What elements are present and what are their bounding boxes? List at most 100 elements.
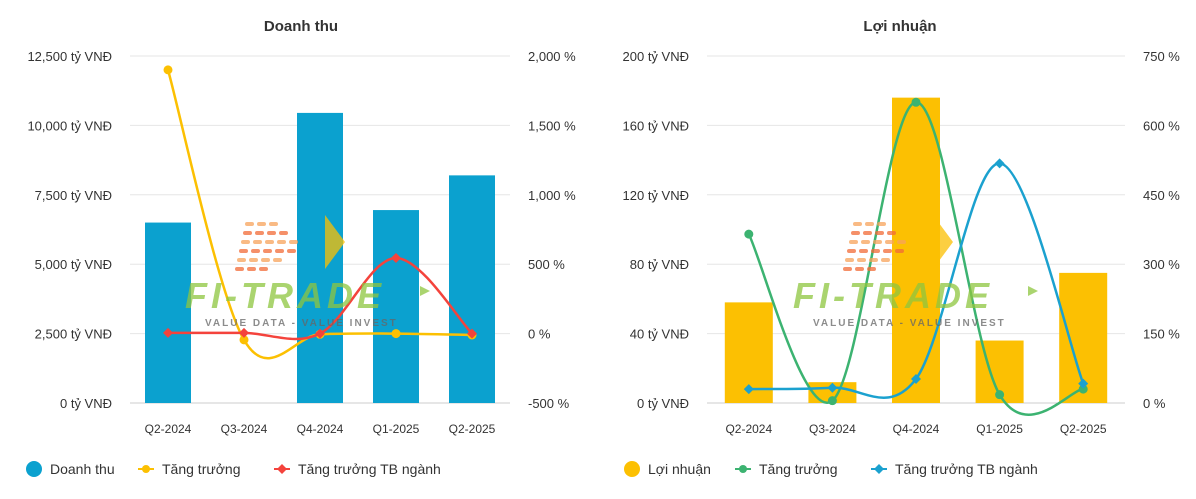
chart2-watermark-stripe bbox=[895, 249, 904, 253]
chart1-y-left-tick: 5,000 tỷ VNĐ bbox=[35, 257, 112, 272]
chart1-watermark-stripe bbox=[261, 258, 270, 262]
chart2-legend-circle-icon bbox=[739, 465, 747, 473]
chart1-line-series-1[interactable] bbox=[166, 69, 473, 360]
chart2-y-left-tick: 80 tỷ VNĐ bbox=[630, 257, 689, 272]
chart1-watermark-stripe bbox=[245, 222, 254, 226]
chart2-line-point[interactable] bbox=[1078, 384, 1088, 394]
chart1-line-point[interactable] bbox=[391, 329, 401, 339]
chart2-legend-line-label: Tăng trưởng TB ngành bbox=[895, 461, 1038, 477]
chart1-watermark-brand: FI-TRADE bbox=[185, 275, 385, 316]
chart2-watermark-chevron-icon bbox=[933, 215, 953, 269]
chart2-watermark-stripe bbox=[849, 240, 858, 244]
chart1-line-point[interactable] bbox=[391, 252, 401, 263]
chart2-legend-bar-label: Lợi nhuận bbox=[648, 461, 711, 477]
chart2-y-right-tick: 600 % bbox=[1143, 118, 1180, 133]
chart1-watermark-stripe bbox=[279, 231, 288, 235]
chart1-x-tick: Q1-2025 bbox=[373, 422, 420, 436]
chart1-watermark-stripe bbox=[243, 231, 252, 235]
chart2-x-tick: Q2-2024 bbox=[725, 422, 772, 436]
chart2-y-right-tick: 750 % bbox=[1143, 49, 1180, 64]
chart1-watermark-tagline: VALUE DATA - VALUE INVEST bbox=[205, 318, 398, 329]
chart1-legend-line-label: Tăng trưởng TB ngành bbox=[298, 461, 441, 477]
chart1-line-point[interactable] bbox=[239, 327, 249, 338]
chart1-y-right-tick: 0 % bbox=[528, 327, 551, 342]
chart1-title: Doanh thu bbox=[264, 18, 338, 35]
chart2-line-series-2[interactable] bbox=[748, 162, 1085, 399]
chart2-watermark-arrow-icon bbox=[1028, 286, 1038, 296]
chart1-bar[interactable] bbox=[145, 222, 191, 403]
chart1-line-point[interactable] bbox=[163, 65, 173, 75]
chart2-y-right-tick: 150 % bbox=[1143, 327, 1180, 342]
chart2-legend-line-label: Tăng trưởng bbox=[759, 461, 837, 477]
chart2-line-point[interactable] bbox=[911, 97, 921, 107]
chart1-line-series-2[interactable] bbox=[167, 256, 473, 341]
chart1-watermark-stripe bbox=[263, 249, 272, 253]
chart1-watermark-stripe bbox=[239, 249, 248, 253]
chart2: Lợi nhuận 0 tỷ VNĐ 40 tỷ VNĐ 80 tỷ VNĐ 120 t… bbox=[623, 18, 1180, 477]
chart2-watermark-stripe bbox=[867, 267, 876, 271]
chart2-y-left-tick: 160 tỷ VNĐ bbox=[623, 118, 689, 133]
chart2-watermark-stripe bbox=[885, 240, 894, 244]
chart1-bar[interactable] bbox=[373, 210, 419, 403]
chart1-watermark-stripe bbox=[267, 231, 276, 235]
chart2-y-left-tick: 200 tỷ VNĐ bbox=[623, 49, 689, 64]
chart2-watermark-stripe bbox=[855, 267, 864, 271]
chart1-y-right-tick: 1,500 % bbox=[528, 118, 576, 133]
chart2-y-right-tick: 300 % bbox=[1143, 257, 1180, 272]
chart1-y-left-tick: 2,500 tỷ VNĐ bbox=[35, 327, 112, 342]
chart1-watermark-arrow-icon bbox=[420, 286, 430, 296]
chart2-watermark-stripe bbox=[847, 249, 856, 253]
chart2-legend-bar-swatch[interactable] bbox=[624, 461, 640, 477]
chart2-x-tick: Q3-2024 bbox=[809, 422, 856, 436]
chart2-watermark-stripe bbox=[851, 231, 860, 235]
chart1-legend-bar-label: Doanh thu bbox=[50, 461, 115, 477]
chart1-watermark-stripe bbox=[273, 258, 282, 262]
chart2-line-point[interactable] bbox=[744, 229, 754, 239]
chart1-bar[interactable] bbox=[449, 175, 495, 403]
chart2-y-right-tick: 450 % bbox=[1143, 188, 1180, 203]
chart1-line-point[interactable] bbox=[467, 328, 477, 339]
chart2-watermark-brand: FI-TRADE bbox=[793, 275, 993, 316]
chart2-watermark-stripe bbox=[897, 240, 906, 244]
chart2-line-point[interactable] bbox=[995, 390, 1005, 400]
chart1-x-tick: Q2-2024 bbox=[145, 422, 192, 436]
chart1-watermark-stripe bbox=[277, 240, 286, 244]
chart1-legend-bar-swatch[interactable] bbox=[26, 461, 42, 477]
chart1-bar[interactable] bbox=[297, 112, 343, 404]
chart2-watermark-stripe bbox=[887, 231, 896, 235]
chart1-y-right-tick: -500 % bbox=[528, 396, 570, 411]
chart2-line-series-1[interactable] bbox=[747, 101, 1084, 416]
chart2-watermark-stripe bbox=[881, 258, 890, 262]
chart2-line-point[interactable] bbox=[743, 384, 754, 395]
chart1-y-left-tick: 12,500 tỷ VNĐ bbox=[27, 49, 112, 64]
chart1-x-tick: Q4-2024 bbox=[297, 422, 344, 436]
chart1-watermark-stripe bbox=[251, 249, 260, 253]
chart1-watermark-stripe bbox=[241, 240, 250, 244]
chart1-line-point[interactable] bbox=[163, 327, 173, 338]
chart2-watermark-stripe bbox=[843, 267, 852, 271]
chart2-watermark-stripe bbox=[871, 249, 880, 253]
chart1-y-right-tick: 1,000 % bbox=[528, 188, 576, 203]
chart1-line-point[interactable] bbox=[239, 335, 249, 345]
chart2-line-point[interactable] bbox=[827, 396, 837, 406]
chart1-y-right-tick: 2,000 % bbox=[528, 49, 576, 64]
chart2-line-point[interactable] bbox=[1078, 378, 1089, 389]
chart1-y-right-tick: 500 % bbox=[528, 257, 565, 272]
chart1-watermark-stripe bbox=[269, 222, 278, 226]
chart2-line-point[interactable] bbox=[994, 158, 1005, 169]
chart1-watermark-stripe bbox=[249, 258, 258, 262]
chart2-watermark-logo: FI-TRADE VALUE DATA - VALUE INVEST bbox=[793, 215, 1038, 329]
chart1-line-point[interactable] bbox=[315, 328, 325, 339]
chart2-watermark-stripe bbox=[883, 249, 892, 253]
chart1-watermark-stripe bbox=[255, 231, 264, 235]
chart2-line-point[interactable] bbox=[911, 373, 921, 384]
chart2-watermark-stripe bbox=[845, 258, 854, 262]
chart2-line-point[interactable] bbox=[827, 382, 838, 393]
chart2-x-tick: Q2-2025 bbox=[1060, 422, 1107, 436]
chart1-legend-line-label: Tăng trưởng bbox=[162, 461, 240, 477]
chart1-watermark-stripe bbox=[247, 267, 256, 271]
chart1-x-tick: Q3-2024 bbox=[221, 422, 268, 436]
chart2-watermark-tagline: VALUE DATA - VALUE INVEST bbox=[813, 318, 1006, 329]
